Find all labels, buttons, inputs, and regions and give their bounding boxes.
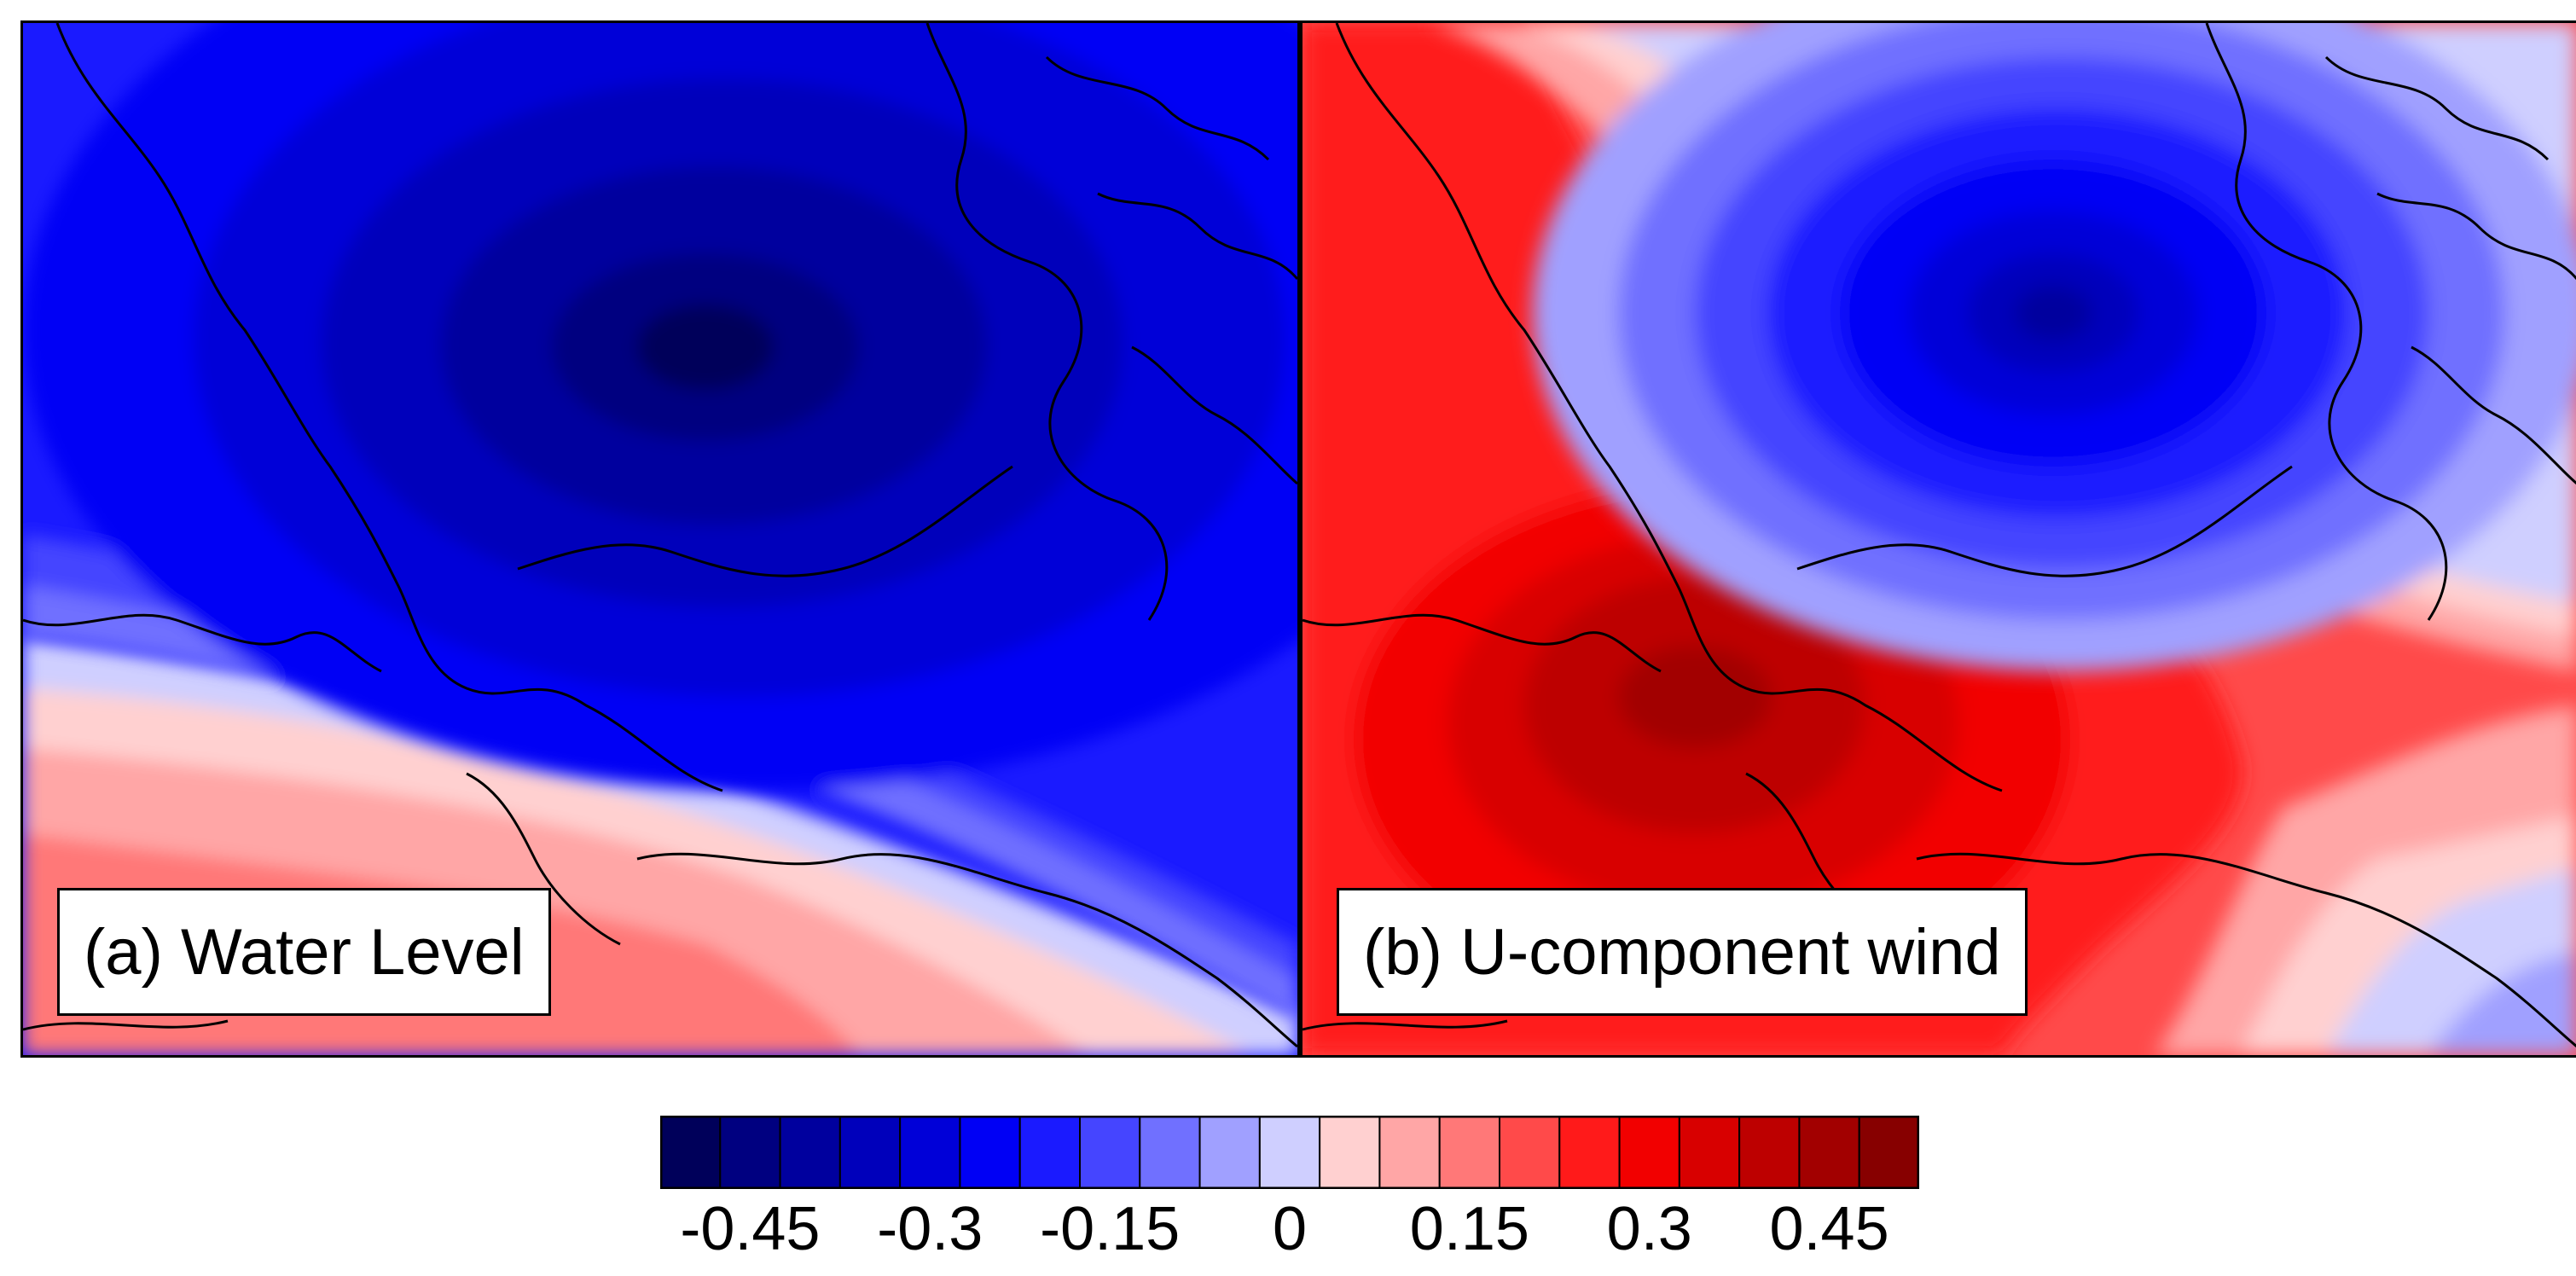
colorbar-segment [1378,1116,1441,1189]
band [23,586,1297,1021]
colorbar-segment [1558,1116,1621,1189]
colorbar-segment [719,1116,781,1189]
colorbar-segment [838,1116,902,1189]
colorbar-segment [1499,1116,1561,1189]
panel-u-wind: (b) U-component wind [1300,20,2576,1058]
colorbar-tick-label: 0.15 [1409,1195,1529,1263]
colorbar [660,1116,1919,1189]
colorbar-tick-label: -0.15 [1040,1195,1181,1263]
panel-label-a: (a) Water Level [57,888,551,1016]
colorbar-segment [1858,1116,1919,1189]
colorbar-segment [959,1116,1021,1189]
colorbar-segment [1738,1116,1801,1189]
colorbar-segment [1438,1116,1501,1189]
colorbar-segment [1079,1116,1141,1189]
colorbar-tick-label: -0.3 [877,1195,983,1263]
colorbar-tick-label: -0.45 [680,1195,821,1263]
band [637,304,774,390]
coastlines [1303,23,2576,1048]
colorbar-border [660,1116,1919,1189]
colorbar-tick-label: 0.3 [1606,1195,1692,1263]
panel-water-level: (a) Water Level [20,20,1300,1058]
colorbar-segment [1678,1116,1741,1189]
colorbar-tick-label: 0 [1272,1195,1308,1263]
u-wind-map [1303,23,2576,1055]
colorbar-segment [899,1116,961,1189]
colorbar-segment [779,1116,841,1189]
colorbar-segment [1618,1116,1680,1189]
colorbar-segment [660,1116,722,1189]
colorbar-segment [1198,1116,1261,1189]
colorbar-segment [1258,1116,1321,1189]
coastlines [23,23,1297,1048]
colorbar-segment [1018,1116,1082,1189]
band [1618,646,1772,748]
panel-label-b: (b) U-component wind [1337,888,2028,1016]
field-bands-negative [1430,23,2576,671]
colorbar-segment [1798,1116,1860,1189]
field-contours-negative [23,23,1297,1055]
colorbar-segment [1319,1116,1381,1189]
colorbar-segment [1139,1116,1201,1189]
band [2428,953,2576,1055]
band [2015,286,2092,340]
colorbar-tick-label: 0.45 [1769,1195,1889,1263]
